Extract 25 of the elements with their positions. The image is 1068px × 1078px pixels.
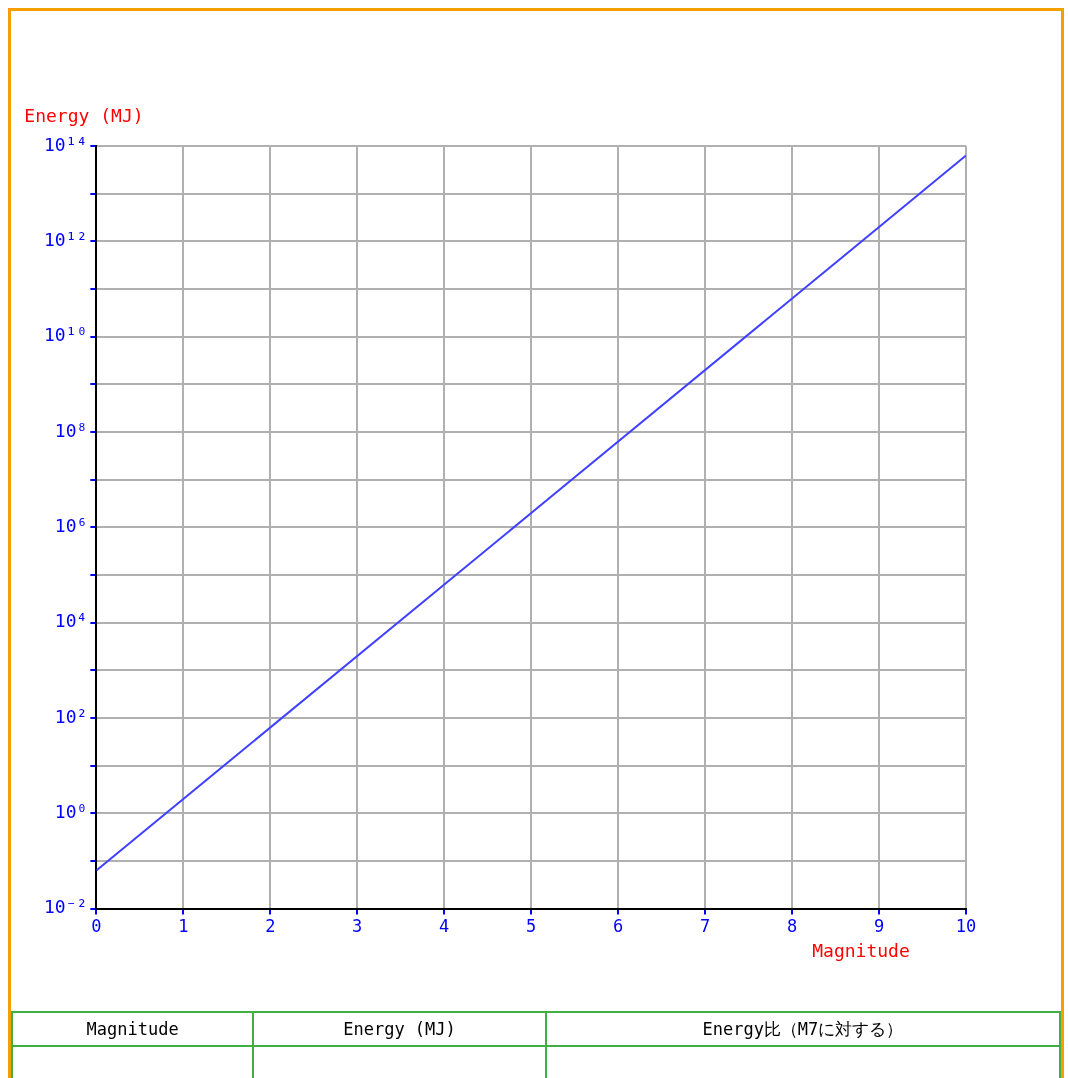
text: Energy比（M7に対する） bbox=[545, 1012, 1060, 1046]
x-tick-label: 10 bbox=[955, 916, 977, 937]
text: Energy (MJ) bbox=[253, 1012, 546, 1046]
x-tick-label: 3 bbox=[352, 916, 363, 937]
y-tick-label: 10² bbox=[54, 705, 88, 727]
y-tick-label: 10¹⁰ bbox=[43, 324, 88, 346]
x-tick-label: 8 bbox=[786, 916, 798, 937]
y-tick-label: 10⁸ bbox=[54, 419, 88, 441]
y-tick-label: 10⁶ bbox=[54, 514, 88, 536]
x-tick-label: 2 bbox=[265, 916, 276, 937]
y-tick-label: 10¹⁴ bbox=[43, 133, 88, 155]
x-tick-label: 9 bbox=[873, 916, 885, 937]
y-tick-label: 10⁴ bbox=[54, 610, 88, 632]
x-tick-label: 5 bbox=[526, 916, 537, 937]
x-tick-label: 1 bbox=[178, 916, 189, 937]
y-axis-title: Energy (MJ) bbox=[24, 104, 144, 126]
x-tick-label: 4 bbox=[439, 916, 450, 937]
text: Magnitude bbox=[12, 1012, 254, 1046]
x-axis-title: Magnitude bbox=[812, 940, 910, 962]
y-tick-label: 10⁻² bbox=[43, 896, 88, 918]
x-tick-label: 7 bbox=[699, 916, 711, 937]
x-tick-label: 0 bbox=[91, 916, 102, 937]
y-tick-label: 10¹² bbox=[43, 229, 88, 250]
x-tick-label: 6 bbox=[613, 916, 624, 937]
y-tick-label: 10⁰ bbox=[54, 800, 88, 822]
